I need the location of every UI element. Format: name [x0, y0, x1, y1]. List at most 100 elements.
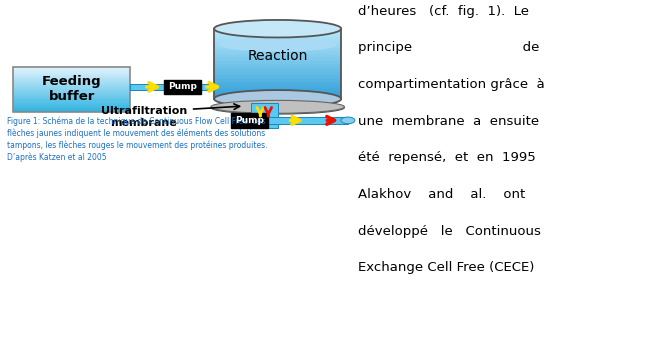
Bar: [214, 67, 341, 68]
Bar: [13, 98, 130, 99]
Bar: [214, 82, 341, 83]
Bar: [214, 68, 341, 69]
Bar: [214, 29, 341, 30]
Bar: [214, 98, 341, 99]
Bar: [13, 76, 130, 77]
Bar: [214, 86, 341, 88]
Ellipse shape: [211, 101, 345, 114]
Bar: [13, 99, 130, 100]
Bar: [13, 68, 130, 69]
Bar: [214, 71, 341, 72]
Bar: [214, 89, 341, 90]
Bar: [214, 38, 341, 40]
Bar: [13, 83, 130, 84]
Text: Pump: Pump: [235, 116, 264, 125]
Bar: [13, 82, 130, 83]
Bar: [214, 30, 341, 32]
Ellipse shape: [214, 20, 341, 37]
Text: été  repensé,  et  en  1995: été repensé, et en 1995: [358, 152, 536, 165]
Bar: [214, 48, 341, 50]
Bar: [13, 104, 130, 105]
Bar: [13, 89, 130, 90]
Bar: [13, 94, 130, 95]
Bar: [214, 54, 341, 55]
Bar: [13, 67, 130, 68]
Bar: [214, 76, 341, 78]
Bar: [214, 85, 341, 86]
Bar: [13, 84, 130, 85]
Bar: [214, 43, 341, 44]
Bar: [214, 59, 341, 61]
Text: d’heures   (cf.  fig.  1).  Le: d’heures (cf. fig. 1). Le: [358, 5, 529, 18]
Bar: [214, 51, 341, 53]
Bar: [214, 96, 341, 98]
Bar: [13, 72, 130, 74]
Bar: [214, 46, 341, 47]
Bar: [214, 55, 341, 57]
Bar: [251, 103, 278, 128]
Bar: [13, 86, 130, 87]
Bar: [214, 69, 341, 71]
Bar: [214, 41, 341, 43]
Text: principe                          de: principe de: [358, 41, 539, 54]
Bar: [13, 100, 130, 102]
Bar: [13, 78, 130, 79]
Bar: [164, 80, 201, 94]
Bar: [214, 75, 341, 76]
Bar: [13, 92, 130, 94]
Bar: [13, 95, 130, 96]
Text: compartimentation grâce  à: compartimentation grâce à: [358, 78, 545, 91]
Text: Figure 1: Schéma de la technique de Continuous Flow Cell Free. Les
flèches jaune: Figure 1: Schéma de la technique de Cont…: [7, 116, 267, 162]
Ellipse shape: [211, 100, 345, 113]
Bar: [13, 79, 130, 80]
Text: Alakhov    and    al.    ont: Alakhov and al. ont: [358, 188, 525, 201]
Bar: [214, 57, 341, 58]
Bar: [13, 110, 130, 112]
Bar: [214, 93, 341, 95]
Text: Feeding
buffer: Feeding buffer: [42, 75, 102, 103]
Bar: [201, 84, 214, 90]
Text: Ultrafiltration
membrane: Ultrafiltration membrane: [101, 106, 187, 129]
Bar: [214, 81, 341, 82]
Bar: [13, 77, 130, 78]
Bar: [214, 83, 341, 85]
Bar: [13, 107, 130, 108]
Bar: [13, 91, 130, 92]
Bar: [214, 92, 341, 93]
Bar: [13, 90, 130, 91]
Bar: [214, 37, 341, 38]
Bar: [13, 88, 130, 89]
Bar: [214, 78, 341, 79]
Bar: [13, 106, 130, 107]
Bar: [13, 97, 130, 98]
Bar: [13, 96, 130, 97]
Bar: [214, 50, 341, 51]
Bar: [214, 88, 341, 89]
Bar: [214, 32, 341, 33]
Bar: [13, 85, 130, 86]
Bar: [13, 71, 130, 72]
Bar: [13, 108, 130, 109]
Bar: [214, 64, 341, 65]
Bar: [13, 80, 130, 82]
Bar: [214, 79, 341, 81]
Ellipse shape: [214, 90, 341, 108]
Bar: [13, 105, 130, 106]
Bar: [214, 44, 341, 46]
Bar: [214, 72, 341, 73]
Bar: [214, 73, 341, 75]
Bar: [13, 102, 130, 103]
Bar: [13, 70, 130, 71]
Bar: [214, 65, 341, 67]
Bar: [130, 84, 164, 90]
Bar: [214, 61, 341, 62]
Bar: [13, 109, 130, 110]
Bar: [214, 36, 341, 37]
Bar: [214, 34, 341, 36]
Text: développé   le   Continuous: développé le Continuous: [358, 225, 541, 238]
Bar: [214, 95, 341, 96]
Bar: [13, 69, 130, 70]
Bar: [13, 74, 130, 75]
Bar: [13, 103, 130, 104]
Bar: [13, 75, 130, 76]
